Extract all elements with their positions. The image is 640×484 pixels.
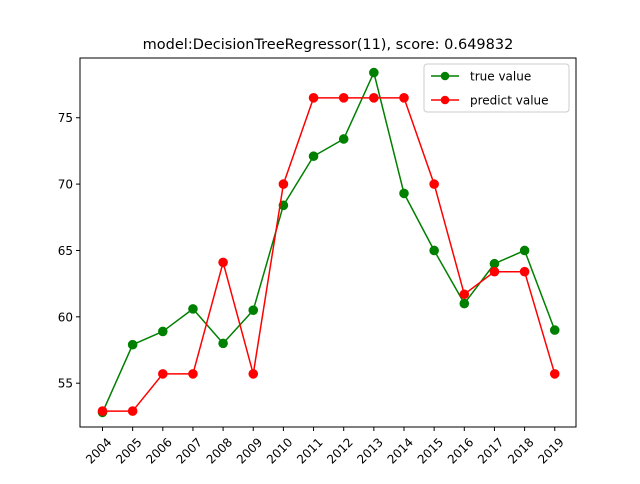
data-point-predict-value (278, 179, 289, 189)
legend-label-predict-value: predict value (470, 94, 549, 108)
x-tick-label: 2018 (505, 435, 536, 466)
data-point-true-value (218, 338, 228, 349)
data-point-predict-value (549, 369, 560, 379)
legend-entry-true-value: true value (431, 70, 531, 84)
legend-label-true-value: true value (470, 70, 531, 84)
data-point-predict-value (308, 93, 319, 103)
legend-box (423, 63, 570, 113)
x-tick-label: 2013 (354, 435, 385, 466)
data-point-predict-value (489, 266, 500, 277)
x-tick-label: 2011 (294, 435, 325, 466)
y-tick-label: 60 (58, 310, 73, 324)
plot-frame (79, 57, 577, 428)
data-point-predict-value (338, 93, 349, 103)
y-tick-label: 65 (58, 244, 73, 258)
x-tick-label: 2016 (445, 435, 476, 466)
x-tick-label: 2019 (535, 435, 566, 466)
x-tick-label: 2017 (475, 435, 506, 466)
data-point-predict-value (369, 93, 379, 103)
x-tick-label: 2008 (204, 435, 235, 466)
data-point-predict-value (97, 406, 108, 416)
data-point-true-value (429, 245, 439, 256)
legend-entry-predict-value: predict value (431, 94, 549, 108)
data-point-predict-value (519, 266, 530, 277)
x-tick-label: 2014 (385, 435, 416, 466)
data-point-predict-value (127, 406, 138, 416)
data-point-predict-value (218, 257, 228, 268)
x-tick-label: 2005 (113, 435, 144, 466)
y-tick-label: 55 (58, 377, 73, 391)
chart-title: model:DecisionTreeRegressor(11), score: … (143, 37, 514, 53)
data-point-true-value (188, 304, 198, 314)
data-point-true-value (399, 188, 409, 199)
legend-marker-predict-value (440, 95, 450, 105)
data-point-true-value (248, 305, 259, 315)
data-point-true-value (489, 258, 500, 269)
data-point-predict-value (248, 369, 259, 379)
x-tick-label: 2004 (83, 435, 114, 466)
data-point-predict-value (158, 369, 168, 379)
x-tick-label: 2009 (234, 435, 265, 466)
legend: true value predict value (423, 63, 570, 113)
data-point-true-value (278, 200, 289, 211)
data-point-true-value (127, 339, 138, 350)
data-point-predict-value (399, 93, 409, 103)
data-point-predict-value (188, 369, 198, 379)
legend-marker-true-value (440, 71, 450, 81)
y-tick-label: 70 (58, 178, 73, 192)
data-point-true-value (459, 298, 470, 309)
x-tick-label: 2010 (264, 435, 295, 466)
series-line-predict-value (102, 97, 556, 412)
data-point-predict-value (429, 179, 439, 189)
x-tick-label: 2006 (143, 435, 174, 466)
series-line-true-value (101, 71, 556, 413)
plot-area: 5560657075200420052006200720082009201020… (58, 67, 567, 467)
x-tick-label: 2012 (324, 435, 355, 466)
data-point-true-value (338, 134, 349, 144)
data-point-predict-value (459, 289, 470, 300)
data-point-true-value (549, 325, 560, 335)
data-point-true-value (158, 326, 168, 337)
x-tick-label: 2007 (174, 435, 205, 466)
data-point-true-value (308, 151, 319, 162)
x-tick-label: 2015 (415, 435, 446, 466)
data-point-true-value (369, 67, 379, 78)
y-tick-label: 75 (58, 111, 73, 125)
data-point-true-value (519, 245, 530, 256)
